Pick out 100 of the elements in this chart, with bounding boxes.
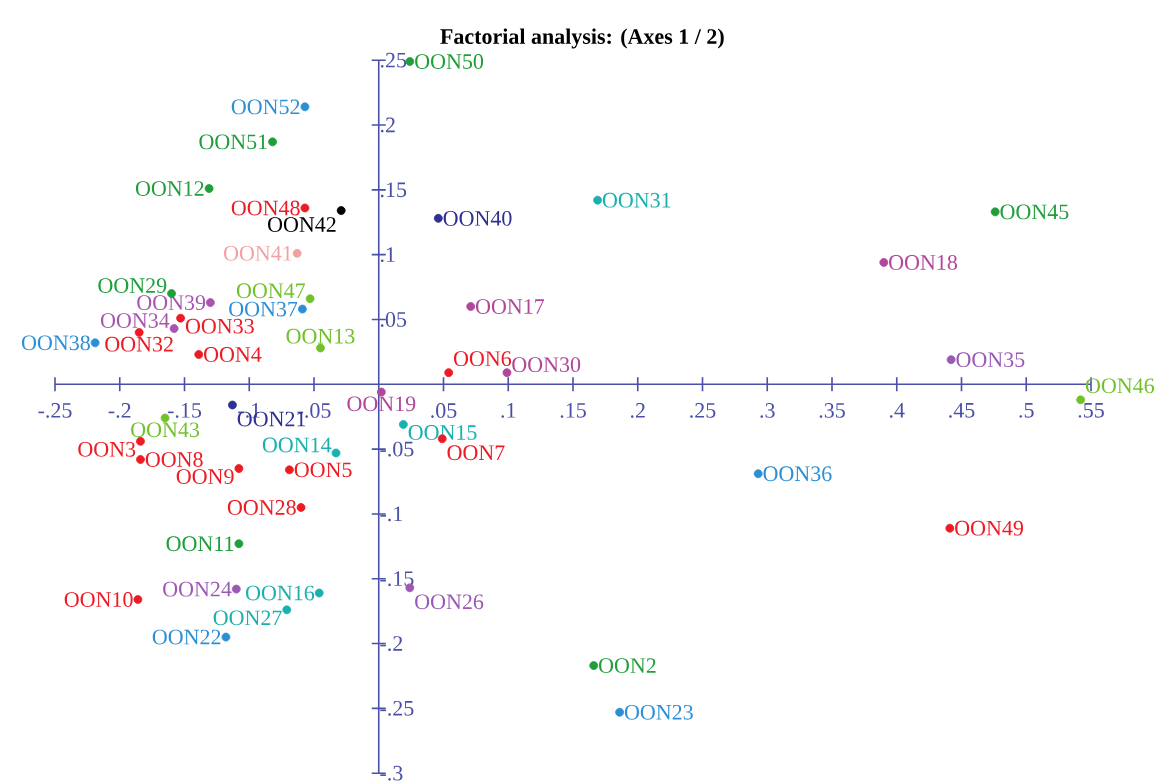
point	[444, 368, 454, 378]
series-label: OON30	[512, 357, 581, 373]
series-label: OON40	[443, 210, 512, 226]
series-label: OON35	[956, 352, 1025, 368]
x-tick-label: .45	[949, 403, 975, 418]
series-label: OON18	[889, 255, 958, 270]
series-label: OON32	[105, 336, 173, 352]
point	[376, 387, 386, 397]
series-label: OON5	[294, 462, 352, 478]
point	[331, 448, 341, 458]
point	[314, 588, 324, 598]
y-tick-label: -.3	[380, 765, 403, 781]
point	[398, 420, 408, 429]
x-tick-label: .35	[819, 403, 845, 418]
series-label: OON29	[98, 278, 167, 293]
series-label: OON41	[224, 245, 292, 261]
series-label: OON16	[246, 585, 315, 601]
point	[221, 632, 231, 642]
point	[593, 195, 603, 205]
y-tick-label: .05	[380, 312, 407, 327]
x-tick-label: .15	[560, 403, 586, 418]
series-label: OON31	[602, 192, 671, 208]
point	[316, 343, 325, 353]
x-tick-label: .5	[1019, 403, 1034, 418]
point	[231, 584, 241, 594]
series-label: OON24	[163, 581, 232, 597]
series-label: OON47	[236, 283, 306, 299]
y-tick-label: .25	[380, 52, 407, 68]
point	[206, 298, 215, 308]
x-tick-label: .1	[501, 403, 516, 418]
y-tick-label: -.2	[380, 636, 403, 652]
point	[405, 57, 415, 66]
y-tick-label: .1	[380, 247, 395, 263]
series-label: OON12	[135, 181, 204, 196]
point	[234, 464, 244, 473]
point	[297, 304, 307, 314]
x-tick-label: .3	[760, 403, 775, 418]
series-label: OON42	[268, 217, 336, 232]
y-tick-label: -.05	[380, 441, 414, 457]
series-label: OON49	[955, 520, 1023, 536]
series-label: OON50	[415, 54, 484, 69]
point	[268, 137, 277, 147]
point	[753, 469, 763, 479]
point	[234, 539, 244, 549]
series-label: OON15	[408, 425, 477, 440]
point	[300, 102, 310, 112]
point	[90, 338, 100, 348]
series-label: OON48	[231, 200, 300, 216]
point	[879, 258, 889, 267]
series-label: OON36	[763, 466, 832, 482]
x-tick-label: -.15	[167, 403, 202, 418]
point	[300, 203, 310, 213]
point	[176, 313, 186, 323]
series-label: OON10	[64, 592, 133, 607]
point	[990, 207, 1000, 217]
y-tick-label: -.25	[380, 700, 414, 716]
point	[169, 324, 179, 333]
series-label: OON27	[213, 610, 282, 626]
series-label: OON8	[145, 452, 203, 467]
series-label: OON38	[21, 335, 90, 351]
point	[466, 302, 476, 311]
point	[284, 465, 294, 475]
y-tick-label: -.1	[380, 506, 402, 522]
series-label: OON6	[453, 351, 512, 367]
series-label: OON13	[286, 328, 355, 344]
series-label: OON28	[227, 500, 296, 515]
y-tick-label: .15	[380, 182, 407, 198]
point	[945, 523, 955, 533]
point	[282, 605, 292, 615]
series-label: OON45	[1000, 204, 1069, 220]
x-tick-label: .2	[630, 403, 645, 418]
x-tick-label: .4	[889, 403, 905, 418]
series-label: OON17	[476, 299, 545, 314]
series-label: OON3	[78, 441, 136, 457]
series-label: OON34	[100, 313, 170, 328]
y-tick-label: .2	[380, 117, 395, 133]
series-label: OON37	[229, 301, 298, 317]
chart-title: Factorial analysis: (Axes 1 / 2)	[440, 28, 724, 49]
series-label: OON39	[137, 295, 206, 311]
point	[133, 595, 143, 604]
series-label: OON52	[231, 99, 300, 115]
point	[433, 213, 443, 223]
point	[305, 294, 315, 304]
series-label: OON2	[599, 658, 656, 673]
x-tick-label: .55	[1078, 403, 1104, 418]
point	[615, 707, 625, 717]
point	[136, 455, 145, 464]
point	[292, 248, 302, 258]
point	[194, 350, 204, 359]
x-tick-label: -.25	[38, 403, 72, 418]
point	[589, 661, 599, 670]
x-tick-label: .05	[431, 403, 457, 418]
series-label: OON22	[152, 629, 221, 645]
point	[502, 368, 512, 378]
point	[204, 184, 214, 193]
series-label: OON9	[176, 469, 234, 484]
series-label: OON33	[185, 318, 254, 334]
series-label: OON43	[131, 422, 200, 438]
point	[336, 206, 346, 215]
point	[228, 400, 237, 410]
